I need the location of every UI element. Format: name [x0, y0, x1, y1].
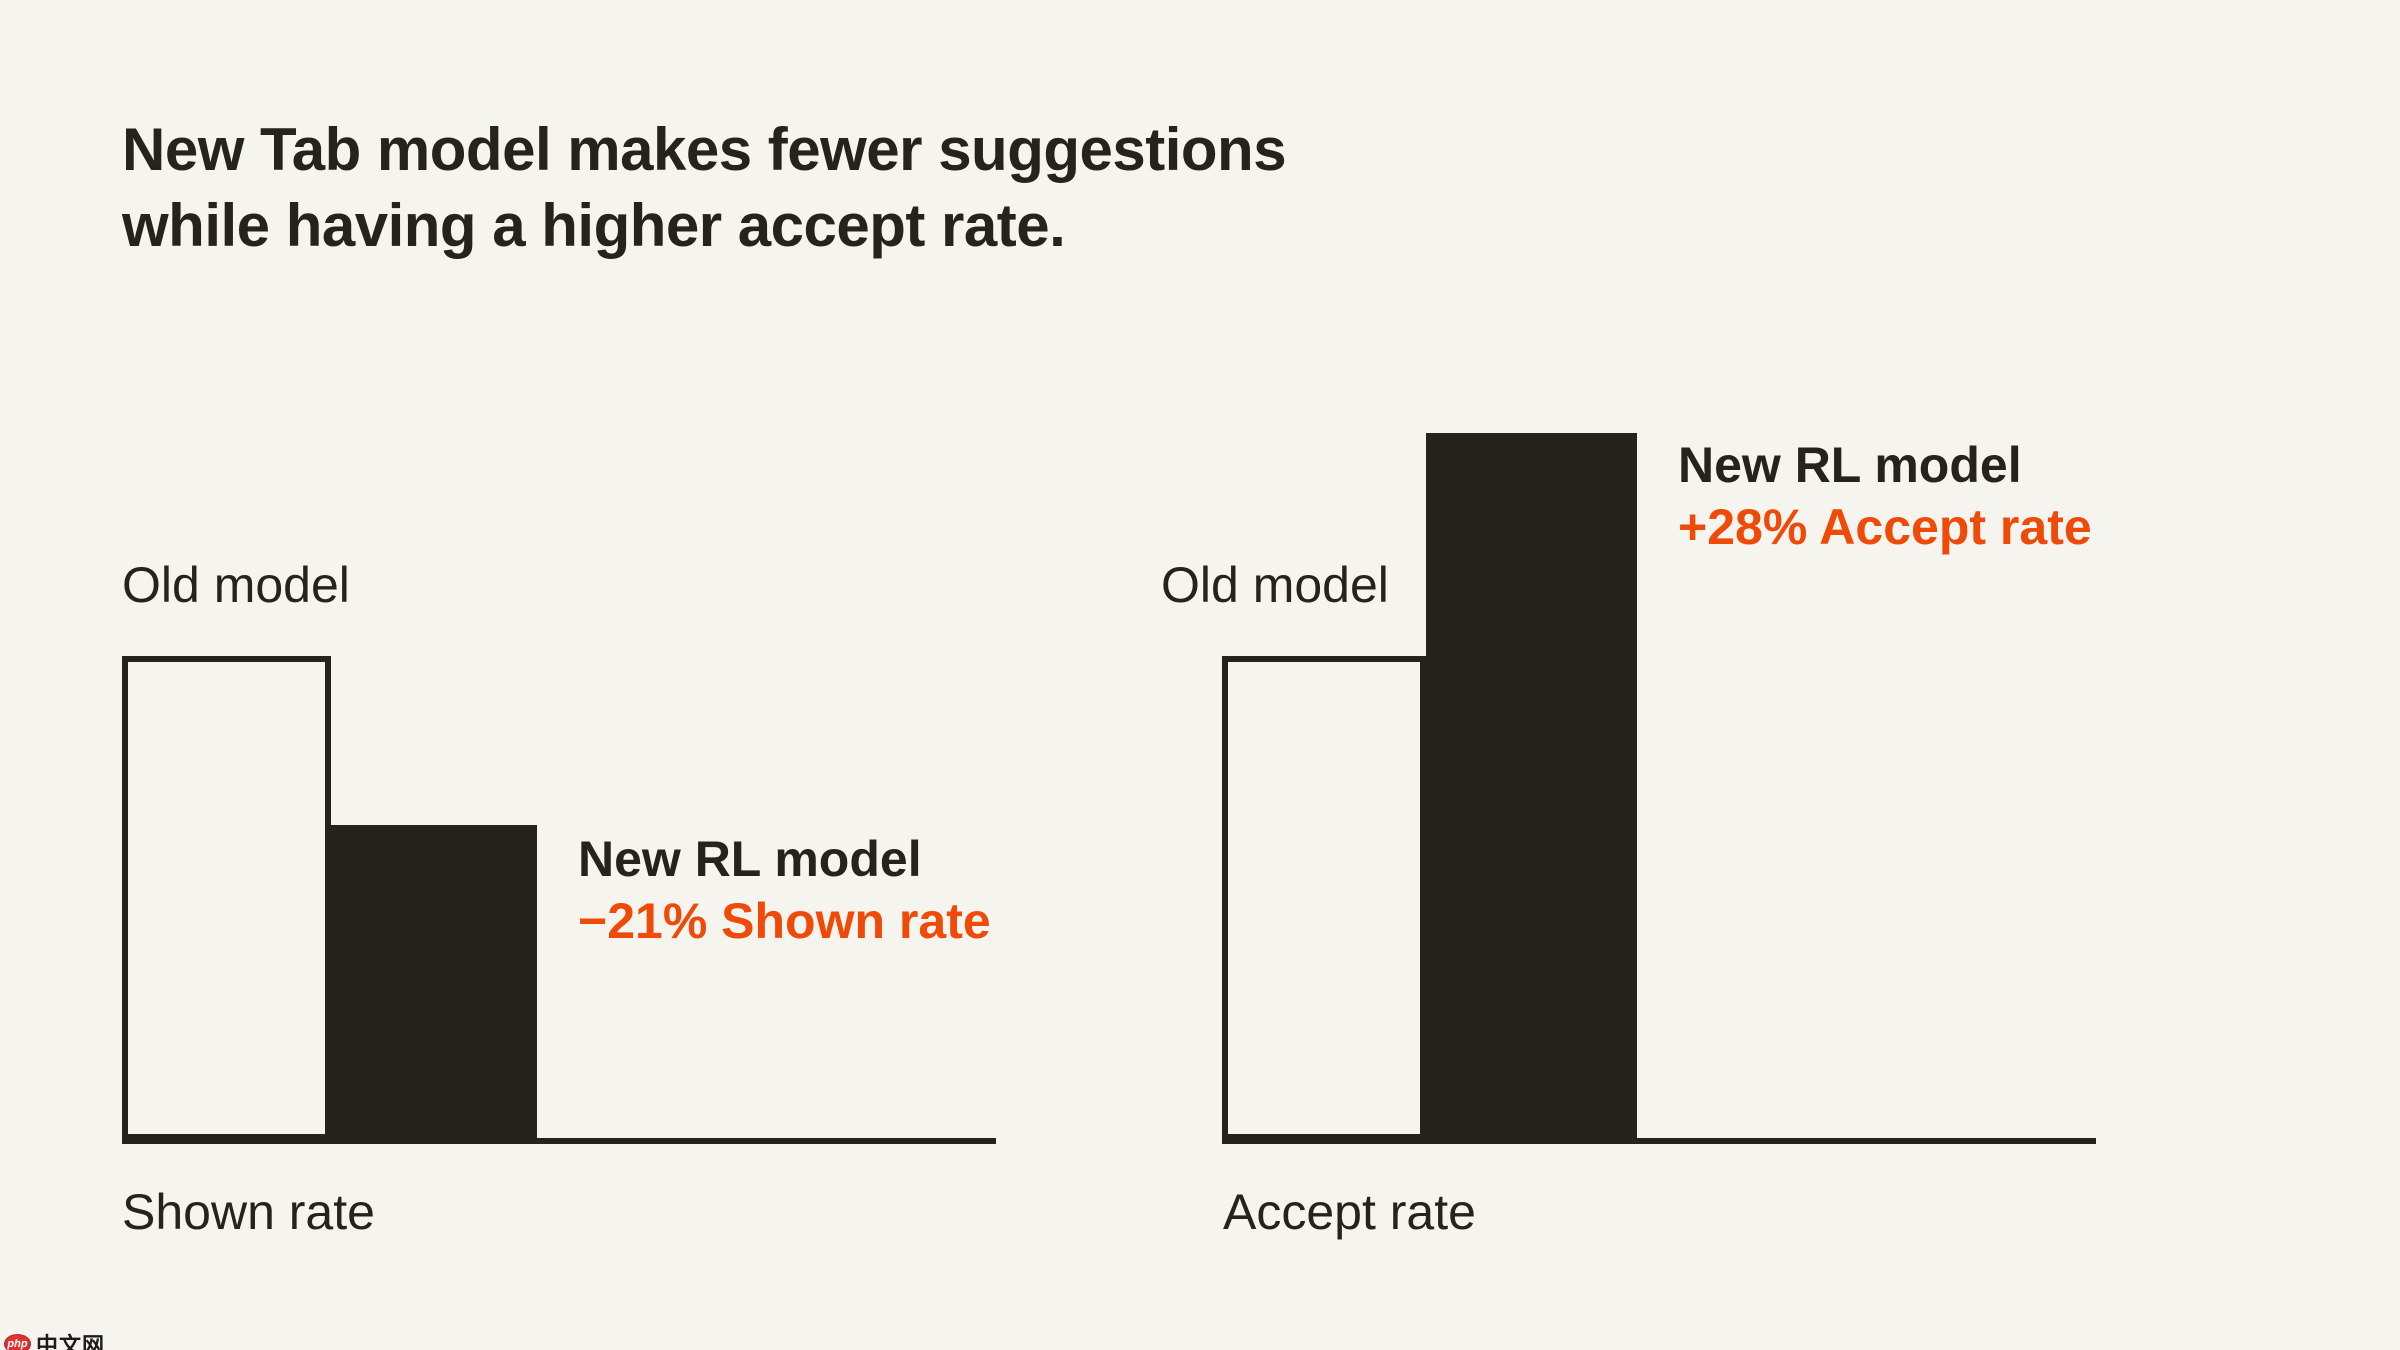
axis-line-shown — [122, 1138, 996, 1144]
page-title-line1: New Tab model makes fewer suggestions — [122, 116, 1287, 183]
annotation-accept: New RL model +28% Accept rate — [1678, 434, 2092, 558]
bar-new-rl-model-accept — [1426, 433, 1637, 1140]
page-title-line2: while having a higher accept rate. — [122, 192, 1066, 259]
axis-line-accept — [1222, 1138, 2096, 1144]
annotation-delta-accept: +28% Accept rate — [1678, 499, 2092, 555]
annotation-shown: New RL model −21% Shown rate — [578, 828, 991, 952]
annotation-delta-shown: −21% Shown rate — [578, 893, 991, 949]
watermark-php-logo: php 中文网 — [4, 1328, 105, 1350]
php-badge-icon: php — [4, 1334, 31, 1350]
old-model-label-shown: Old model — [122, 557, 350, 613]
annotation-title-shown: New RL model — [578, 831, 922, 887]
bar-old-model-accept — [1222, 656, 1426, 1140]
page-title: New Tab model makes fewer suggestions wh… — [122, 112, 1287, 264]
annotation-title-accept: New RL model — [1678, 437, 2022, 493]
bar-new-rl-model-shown — [329, 825, 537, 1140]
axis-label-accept-rate: Accept rate — [1223, 1184, 1476, 1240]
bar-old-model-shown — [122, 656, 331, 1140]
axis-label-shown-rate: Shown rate — [122, 1184, 375, 1240]
old-model-label-accept: Old model — [1161, 557, 1389, 613]
watermark-site-name: 中文网 — [36, 1333, 106, 1350]
